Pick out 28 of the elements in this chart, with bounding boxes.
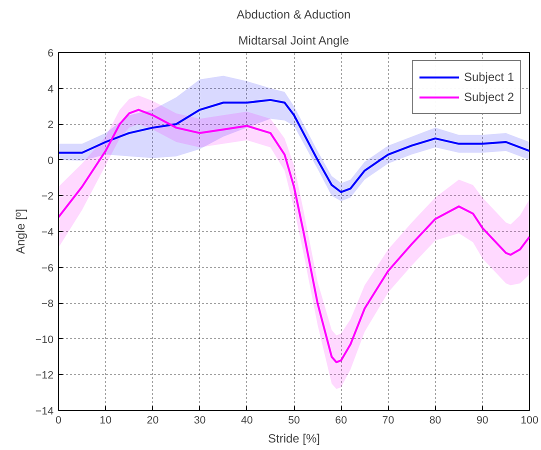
chart-title: Abduction & Aduction [236,8,351,22]
x-tick-label: 20 [146,414,159,426]
y-tick-label: 2 [48,119,54,132]
y-tick-label: −12 [35,370,54,382]
y-tick-label: −4 [41,226,54,238]
y-tick-label: 0 [48,154,54,167]
y-tick-label: 4 [48,83,54,96]
y-tick-label: −8 [41,298,54,310]
x-tick-label: 50 [288,414,300,426]
y-tick-label: 6 [48,48,54,60]
y-tick-label: −2 [41,190,54,203]
x-tick-label: 30 [194,414,206,426]
x-tick-label: 10 [100,414,112,426]
chart-subtitle: Midtarsal Joint Angle [238,34,350,48]
y-tick-label: −10 [35,334,54,346]
x-tick-label: 70 [382,414,394,426]
y-axis-title: Angle [º] [13,208,28,254]
x-tick-label: 0 [56,414,62,426]
y-tick-label: −6 [41,262,54,274]
x-tick-label: 100 [520,414,538,426]
legend-label: Subject 1 [464,70,514,84]
y-tick-label: −14 [35,406,54,418]
x-tick-label: 60 [335,414,348,426]
x-tick-label: 90 [476,414,488,426]
legend-label: Subject 2 [464,90,514,104]
x-tick-label: 40 [240,414,253,426]
x-tick-label: 80 [429,414,442,426]
x-axis-title: Stride [%] [268,432,320,446]
